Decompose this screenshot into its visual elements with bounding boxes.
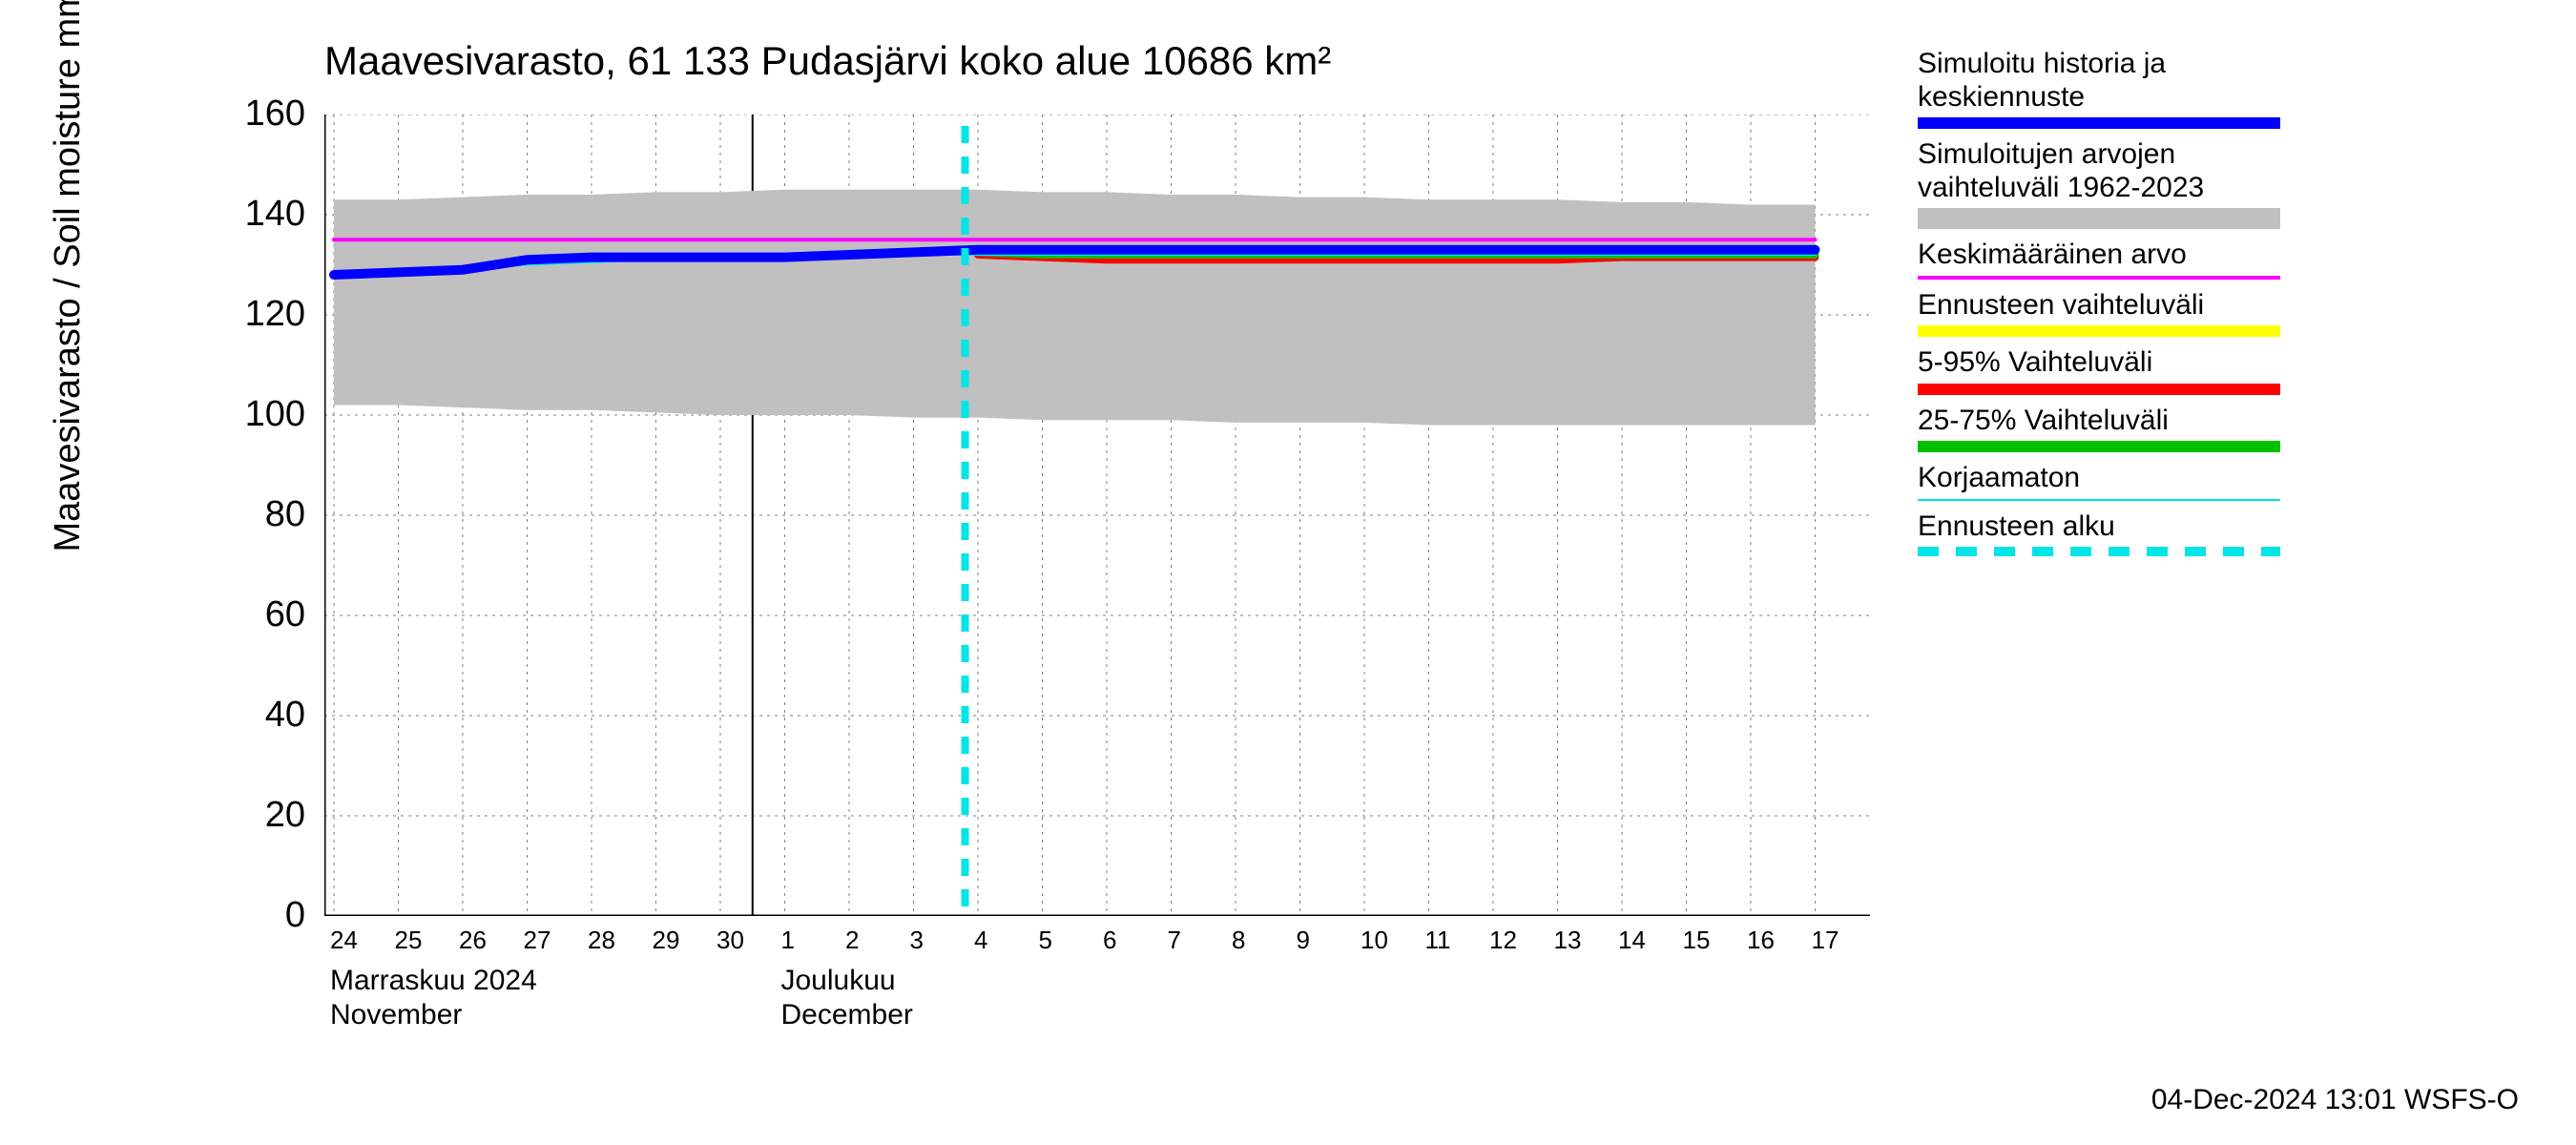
month-label: Marraskuu 2024 November xyxy=(330,964,537,1032)
legend-swatch xyxy=(1918,384,2280,395)
legend-swatch xyxy=(1918,499,2280,501)
y-tick: 40 xyxy=(19,695,305,736)
y-tick: 100 xyxy=(19,394,305,435)
x-tick: 14 xyxy=(1618,926,1646,955)
x-tick: 3 xyxy=(910,926,924,955)
legend-entry: Ennusteen alku xyxy=(1918,510,2509,557)
x-tick: 17 xyxy=(1812,926,1839,955)
x-tick: 9 xyxy=(1297,926,1310,955)
legend-entry: 25-75% Vaihteluväli xyxy=(1918,405,2509,453)
legend: Simuloitu historia ja keskiennuste Simulo… xyxy=(1918,48,2509,566)
month-labels: Marraskuu 2024 November Joulukuu December xyxy=(324,964,1870,1050)
y-tick: 0 xyxy=(19,895,305,936)
y-tick: 120 xyxy=(19,294,305,335)
x-tick: 13 xyxy=(1554,926,1582,955)
footer-timestamp: 04-Dec-2024 13:01 WSFS-O xyxy=(2151,1084,2519,1116)
x-tick: 1 xyxy=(781,926,795,955)
x-tick: 8 xyxy=(1232,926,1245,955)
legend-swatch xyxy=(1918,117,2280,129)
legend-swatch xyxy=(1918,441,2280,452)
x-tick: 12 xyxy=(1489,926,1517,955)
y-tick-labels: 020406080100120140160 xyxy=(0,114,305,916)
plot-area: 242526272829301234567891011121314151617 … xyxy=(324,114,1870,1069)
legend-label: Keskimääräinen arvo xyxy=(1918,239,2509,272)
x-tick: 29 xyxy=(653,926,680,955)
legend-entry: Ennusteen vaihteluväli xyxy=(1918,289,2509,338)
legend-swatch xyxy=(1918,276,2280,280)
legend-swatch xyxy=(1918,547,2280,556)
x-tick: 16 xyxy=(1747,926,1775,955)
legend-swatch xyxy=(1918,208,2280,229)
x-tick: 28 xyxy=(588,926,615,955)
legend-label: 25-75% Vaihteluväli xyxy=(1918,405,2509,438)
legend-entry: 5-95% Vaihteluväli xyxy=(1918,346,2509,395)
y-tick: 60 xyxy=(19,594,305,635)
legend-label: Simuloitu historia ja keskiennuste xyxy=(1918,48,2509,114)
y-tick: 80 xyxy=(19,494,305,535)
x-tick: 4 xyxy=(974,926,987,955)
x-tick-labels: 242526272829301234567891011121314151617 xyxy=(324,926,1870,964)
x-tick: 26 xyxy=(459,926,487,955)
legend-swatch xyxy=(1918,325,2280,337)
plot-svg xyxy=(324,114,1870,916)
legend-label: Simuloitujen arvojen vaihteluväli 1962-2… xyxy=(1918,138,2509,204)
legend-label: Ennusteen vaihteluväli xyxy=(1918,289,2509,323)
chart-title: Maavesivarasto, 61 133 Pudasjärvi koko a… xyxy=(324,38,1331,84)
x-tick: 5 xyxy=(1039,926,1052,955)
x-tick: 2 xyxy=(845,926,859,955)
x-tick: 10 xyxy=(1361,926,1388,955)
legend-entry: Simuloitu historia ja keskiennuste xyxy=(1918,48,2509,129)
x-tick: 25 xyxy=(395,926,423,955)
y-tick: 160 xyxy=(19,94,305,135)
x-tick: 24 xyxy=(330,926,358,955)
legend-entry: Simuloitujen arvojen vaihteluväli 1962-2… xyxy=(1918,138,2509,229)
legend-label: Korjaamaton xyxy=(1918,462,2509,495)
month-label: Joulukuu December xyxy=(781,964,913,1032)
legend-label: 5-95% Vaihteluväli xyxy=(1918,346,2509,380)
chart-page: Maavesivarasto, 61 133 Pudasjärvi koko a… xyxy=(0,0,2576,1145)
legend-label: Ennusteen alku xyxy=(1918,510,2509,544)
x-tick: 7 xyxy=(1168,926,1181,955)
y-tick: 140 xyxy=(19,194,305,235)
x-tick: 6 xyxy=(1103,926,1116,955)
legend-entry: Korjaamaton xyxy=(1918,462,2509,501)
x-tick: 30 xyxy=(717,926,744,955)
y-tick: 20 xyxy=(19,795,305,836)
x-tick: 15 xyxy=(1683,926,1711,955)
x-tick: 11 xyxy=(1425,926,1451,955)
legend-entry: Keskimääräinen arvo xyxy=(1918,239,2509,280)
x-tick: 27 xyxy=(524,926,551,955)
